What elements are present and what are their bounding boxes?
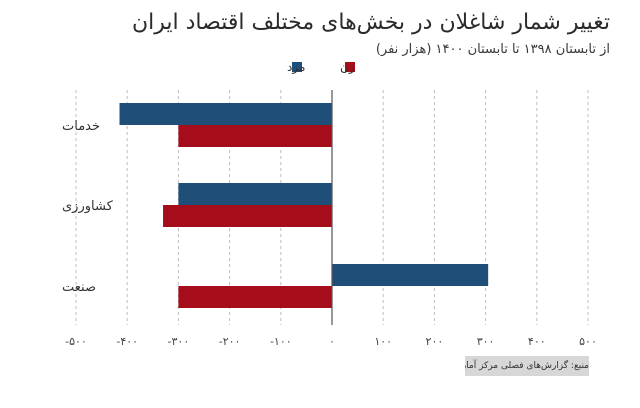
- x-tick-label: ۲۰۰: [426, 335, 444, 348]
- chart-title: تغییر شمار شاغلان در بخش‌های مختلف اقتصا…: [132, 10, 610, 35]
- category-label: خدمات: [62, 119, 100, 134]
- bar: [178, 286, 332, 308]
- legend-label: زن: [340, 60, 355, 75]
- x-tick-label: -۳۰۰: [168, 335, 190, 348]
- x-tick-label: ۱۰۰: [374, 335, 392, 348]
- bar: [178, 125, 332, 147]
- legend-swatch: [292, 62, 302, 72]
- x-tick-label: ۴۰۰: [528, 335, 546, 348]
- x-tick-label: -۲۰۰: [219, 335, 241, 348]
- chart-subtitle: از تابستان ۱۳۹۸ تا تابستان ۱۴۰۰ (هزار نف…: [375, 42, 610, 57]
- bar: [332, 264, 489, 286]
- x-tick-label: ۵۰۰: [579, 335, 597, 348]
- x-tick-label: -۴۰۰: [116, 335, 138, 348]
- bar: [178, 183, 332, 205]
- x-tick-label: ۰: [329, 335, 335, 348]
- category-label: صنعت: [62, 280, 96, 295]
- x-tick-label: ۳۰۰: [477, 335, 495, 348]
- x-tick-label: -۵۰۰: [65, 335, 87, 348]
- bar: [163, 205, 332, 227]
- x-tick-label: -۱۰۰: [270, 335, 292, 348]
- legend-swatch: [345, 62, 355, 72]
- bar: [119, 103, 333, 125]
- legend-label: مرد: [287, 60, 305, 75]
- category-label: کشاورزی: [62, 199, 114, 214]
- source-note: منبع: گزارش‌های فصلی مرکز آمار ایران: [465, 356, 589, 376]
